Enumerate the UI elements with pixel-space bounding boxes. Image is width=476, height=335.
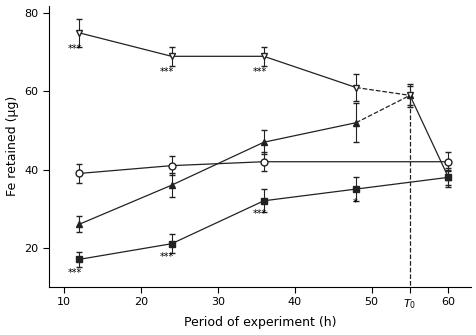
Text: ***: *** [160,252,174,262]
Text: ***: *** [68,44,82,54]
Text: ***: *** [252,67,266,77]
Text: *: * [352,198,357,208]
Text: ***: *** [68,268,82,278]
Y-axis label: Fe retained (μg): Fe retained (μg) [6,96,19,196]
X-axis label: Period of experiment (h): Period of experiment (h) [183,317,336,329]
Text: ***: *** [252,209,266,219]
Text: ***: *** [160,67,174,77]
